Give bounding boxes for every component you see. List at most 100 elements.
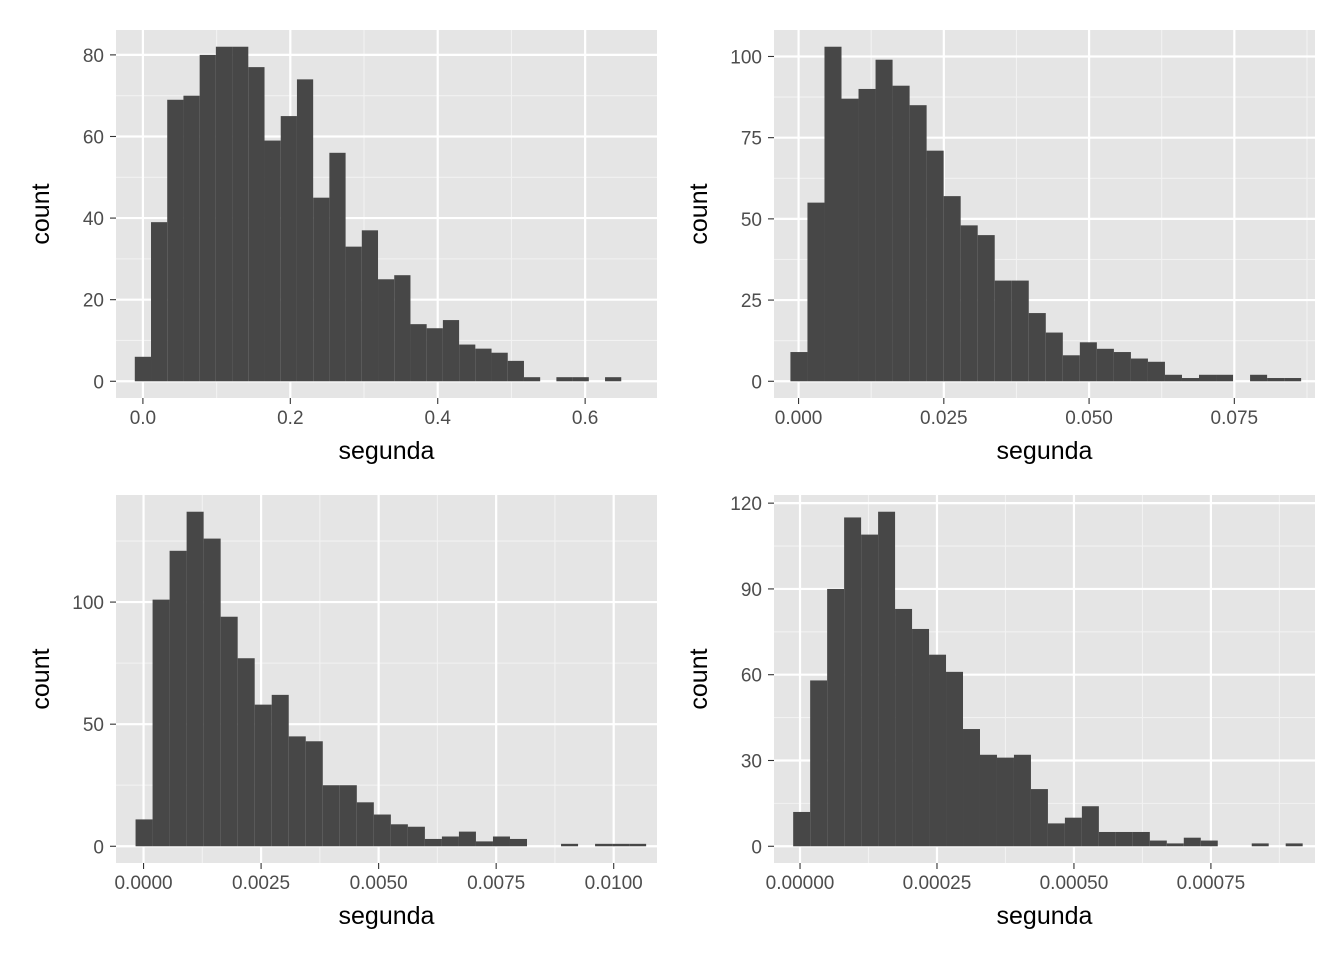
histogram-bar [339, 785, 357, 847]
chart-panel-2: 0.000 0.025 0.050 0.075 0 25 50 75 100 segunda cou… [685, 30, 1315, 465]
histogram-bar [878, 511, 896, 847]
histogram-bar [183, 95, 200, 382]
histogram-bar [929, 654, 947, 847]
histogram-bar [167, 99, 184, 382]
histogram-bar [793, 811, 811, 847]
histogram-bar [892, 85, 910, 382]
chart-panel-3: 0.0000 0.0025 0.0050 0.0075 0.0100 0 50 100 segu… [27, 495, 657, 930]
histogram-bar [561, 843, 579, 847]
y-tick-label: 60 [83, 127, 104, 148]
y-axis-title: count [685, 183, 713, 244]
histogram-bar [424, 838, 442, 847]
histogram-bar [895, 608, 913, 847]
histogram-bar [220, 616, 238, 847]
x-tick-label: 0.0050 [350, 873, 408, 894]
y-tick-label: 30 [741, 751, 762, 772]
histogram-bar [1096, 348, 1114, 382]
histogram-bar [407, 826, 425, 847]
histogram-bar [305, 741, 323, 847]
y-tick-label: 25 [741, 291, 762, 312]
y-tick-label: 40 [83, 209, 104, 230]
histogram-bar [373, 814, 391, 847]
x-tick-label: 0.00050 [1040, 873, 1109, 894]
x-axis-title: segunda [997, 437, 1093, 465]
histogram-bar [509, 838, 528, 847]
histogram-bar [378, 279, 395, 382]
histogram-bar [1132, 831, 1150, 847]
histogram-bar [1098, 831, 1116, 847]
histogram-bar [1115, 831, 1133, 847]
x-tick-label: 0.075 [1211, 408, 1259, 429]
x-axis-title: segunda [997, 902, 1093, 930]
histogram-bar [909, 105, 927, 382]
histogram-bar [1166, 843, 1184, 847]
histogram-bar [507, 360, 524, 382]
histogram-bar [943, 196, 961, 382]
histogram-bar [1028, 313, 1046, 382]
histogram-bar [169, 550, 187, 847]
histogram-bar [134, 356, 152, 382]
x-tick-label: 0.0100 [585, 873, 643, 894]
histogram-bar [810, 680, 828, 847]
histogram-bar [1030, 789, 1048, 847]
histogram-bar [288, 736, 306, 847]
histogram-bar [523, 377, 541, 382]
histogram-bar [605, 377, 622, 382]
histogram-bar [394, 275, 411, 382]
histogram-bar [572, 377, 589, 382]
y-axis-title: count [27, 183, 55, 244]
histogram-bar [1064, 817, 1082, 847]
histogram-bar [1250, 374, 1268, 382]
histogram-bar [1147, 361, 1165, 382]
histogram-bar [994, 280, 1012, 382]
x-tick-label: 0.00000 [766, 873, 835, 894]
histogram-bar [203, 538, 221, 847]
x-tick-label: 0.00075 [1177, 873, 1246, 894]
histogram-bar [979, 754, 997, 847]
histogram-bar [1149, 840, 1167, 847]
histogram-bar [215, 46, 233, 382]
histogram-bar [1285, 843, 1303, 847]
histogram-bar [1011, 280, 1029, 382]
chart-panel-1: 0.0 0.2 0.4 0.6 0 20 40 60 80 segunda count [27, 30, 657, 465]
histogram-bar [595, 843, 613, 847]
y-tick-label: 120 [730, 494, 762, 515]
histogram-bar [1045, 332, 1063, 382]
histogram-bar [824, 46, 842, 382]
y-tick-label: 90 [741, 580, 762, 601]
x-axis-title: segunda [339, 437, 435, 465]
histogram-bar [271, 694, 289, 847]
y-tick-label: 0 [751, 372, 762, 393]
histogram-bar [875, 59, 893, 382]
histogram-bar [135, 819, 153, 847]
histogram-bar [1183, 837, 1201, 847]
histogram-bar [1130, 358, 1148, 382]
histogram-bar [248, 67, 265, 382]
histogram-bar [492, 836, 510, 847]
y-tick-label: 100 [730, 47, 762, 68]
histogram-bar [912, 628, 930, 847]
histogram-bar [410, 324, 427, 382]
histogram-bar [390, 824, 408, 847]
histogram-bar [459, 344, 476, 382]
y-tick-label: 50 [83, 715, 104, 736]
histogram-bar [322, 785, 340, 847]
histogram-bar [1251, 843, 1269, 847]
histogram-bar [313, 197, 330, 382]
histogram-bar [790, 352, 808, 382]
y-tick-label: 20 [83, 291, 104, 312]
histogram-bar [491, 352, 508, 382]
y-tick-label: 50 [741, 210, 762, 231]
x-tick-label: 0.6 [572, 408, 598, 429]
histogram-bar [426, 328, 443, 382]
histogram-bar [1181, 378, 1200, 382]
histogram-bar [1113, 352, 1131, 382]
histogram-bar [963, 729, 980, 847]
histogram-bar [329, 152, 346, 382]
histogram-bar [858, 88, 876, 382]
histogram-bar [280, 116, 297, 382]
x-tick-label: 0.025 [920, 408, 968, 429]
histogram-bar [199, 54, 216, 382]
histogram-bar [356, 802, 374, 847]
